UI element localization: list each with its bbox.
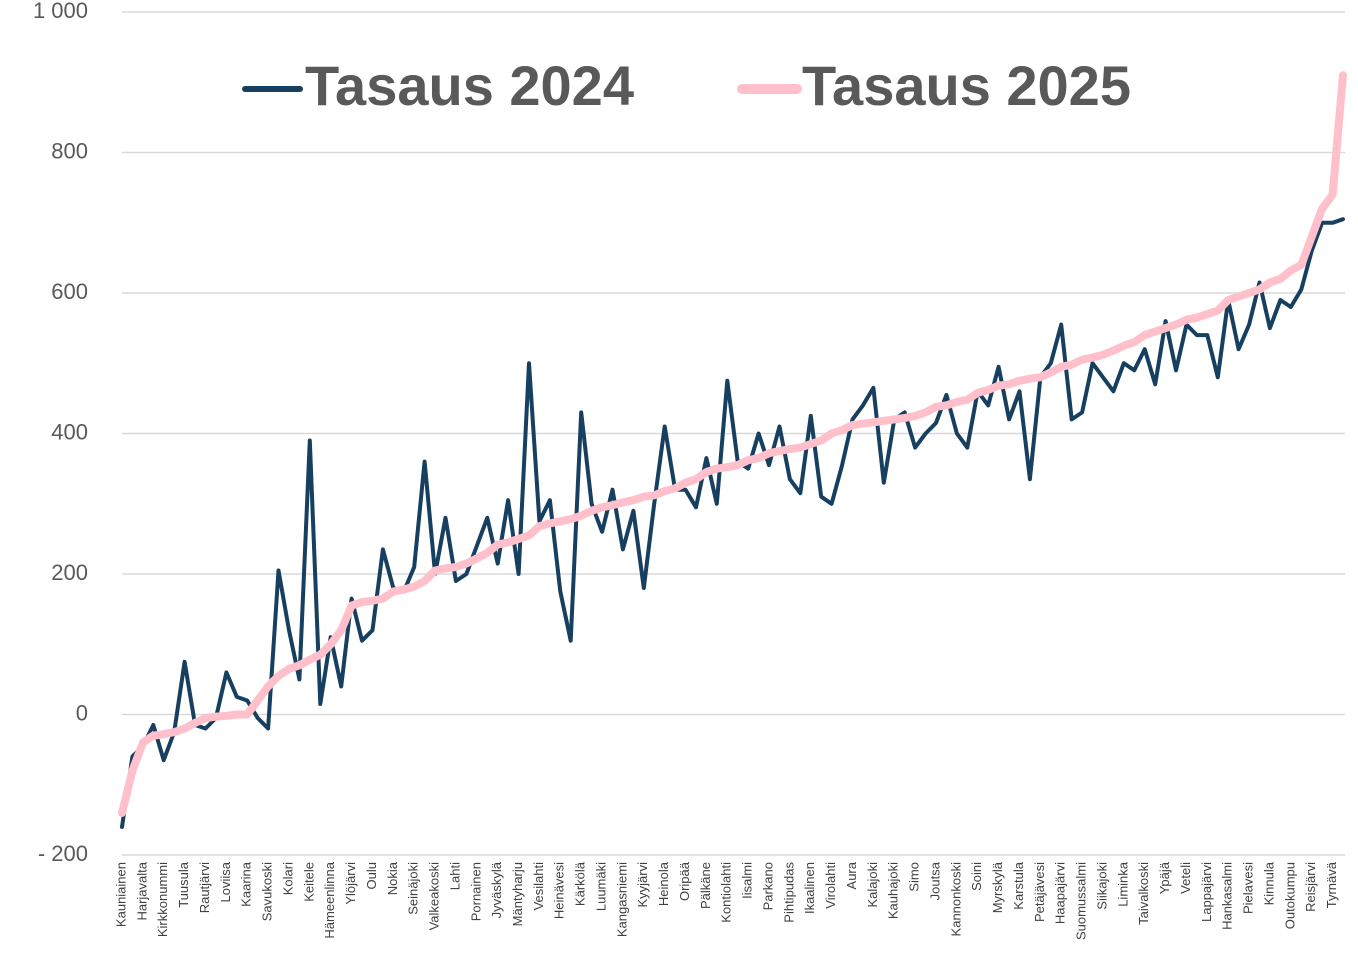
x-tick-label: Ikaalinen: [802, 862, 817, 914]
x-tick-label: Iisalmi: [740, 862, 755, 899]
x-tick-label: Mäntyharju: [510, 862, 525, 926]
y-tick-label: - 200: [38, 841, 88, 866]
x-tick-label: Pielavesi: [1241, 862, 1256, 914]
x-tick-label: Myrskylä: [990, 861, 1005, 913]
x-tick-label: Pälkäne: [698, 862, 713, 909]
x-tick-label: Kauniainen: [113, 862, 128, 927]
x-tick-label: Aura: [844, 861, 859, 889]
x-tick-label: Lahti: [447, 862, 462, 890]
x-tick-label: Lappajärvi: [1199, 862, 1214, 922]
x-tick-label: Taivalkoski: [1136, 862, 1151, 925]
x-tick-label: Liminka: [1115, 861, 1130, 907]
x-tick-label: Heinola: [656, 861, 671, 906]
x-tick-label: Ylöjärvi: [343, 862, 358, 905]
x-tick-label: Reisjärvi: [1303, 862, 1318, 912]
x-tick-label: Siikajoki: [1094, 862, 1109, 910]
x-tick-label: Kannonkoski: [948, 862, 963, 937]
x-tick-label: Valkeakoski: [427, 862, 442, 931]
legend-label: Tasaus 2024: [305, 54, 634, 117]
x-tick-label: Veteli: [1178, 862, 1193, 894]
x-tick-label: Luumäki: [593, 862, 608, 911]
x-tick-label: Savukoski: [260, 862, 275, 921]
x-tick-label: Hankasalmi: [1220, 862, 1235, 930]
line-series: [120, 217, 1345, 829]
x-tick-label: Oripää: [677, 861, 692, 901]
x-tick-label: Kolari: [280, 862, 295, 895]
x-tick-label: Joutsa: [927, 861, 942, 900]
x-tick-label: Virolahti: [823, 862, 838, 909]
x-tick-label: Loviisa: [218, 861, 233, 902]
x-tick-label: Simo: [907, 862, 922, 892]
x-tick-label: Tuusula: [176, 861, 191, 908]
line-series: [118, 71, 1347, 817]
x-tick-label: Pornainen: [468, 862, 483, 921]
x-tick-label: Kalajoki: [865, 862, 880, 908]
x-tick-label: Kontiolahti: [719, 862, 734, 923]
legend-label: Tasaus 2025: [802, 54, 1131, 117]
x-tick-label: Jyväskylä: [489, 861, 504, 918]
x-tick-label: Heinävesi: [552, 862, 567, 919]
x-tick-label: Soini: [969, 862, 984, 891]
x-tick-label: Oulu: [364, 862, 379, 889]
y-tick-label: 600: [51, 279, 88, 304]
x-tick-label: Parkano: [760, 862, 775, 910]
x-tick-label: Seinäjoki: [406, 862, 421, 915]
x-tick-label: Harjavalta: [134, 861, 149, 920]
y-tick-label: 200: [51, 560, 88, 585]
y-tick-label: 0: [76, 700, 88, 725]
x-tick-label: Kyyjärvi: [635, 862, 650, 908]
x-tick-label: Pihtipudas: [781, 862, 796, 923]
x-tick-label: Tyrnävä: [1324, 861, 1339, 908]
x-tick-label: Rautjärvi: [197, 862, 212, 913]
x-tick-label: Hämeenlinna: [322, 861, 337, 938]
x-tick-label: Kärkölä: [573, 861, 588, 906]
x-tick-label: Kangasniemi: [614, 862, 629, 937]
x-tick-label: Suomussalmi: [1074, 862, 1089, 940]
y-tick-label: 400: [51, 419, 88, 444]
x-tick-label: Ypäjä: [1157, 861, 1172, 894]
y-tick-label: 1 000: [33, 0, 88, 23]
x-tick-label: Kirkkonummi: [155, 862, 170, 937]
x-tick-label: Vesilahti: [531, 862, 546, 911]
x-tick-label: Karstula: [1011, 861, 1026, 909]
x-tick-label: Nokia: [385, 861, 400, 895]
x-tick-label: Kinnula: [1261, 861, 1276, 905]
y-tick-label: 800: [51, 138, 88, 163]
x-tick-label: Kaarina: [239, 861, 254, 907]
x-tick-label: Haapajärvi: [1053, 862, 1068, 924]
x-tick-label: Kauhajoki: [886, 862, 901, 919]
x-tick-label: Outokumpu: [1282, 862, 1297, 929]
x-tick-label: Keitele: [301, 862, 316, 902]
x-tick-label: Petäjävesi: [1032, 862, 1047, 922]
